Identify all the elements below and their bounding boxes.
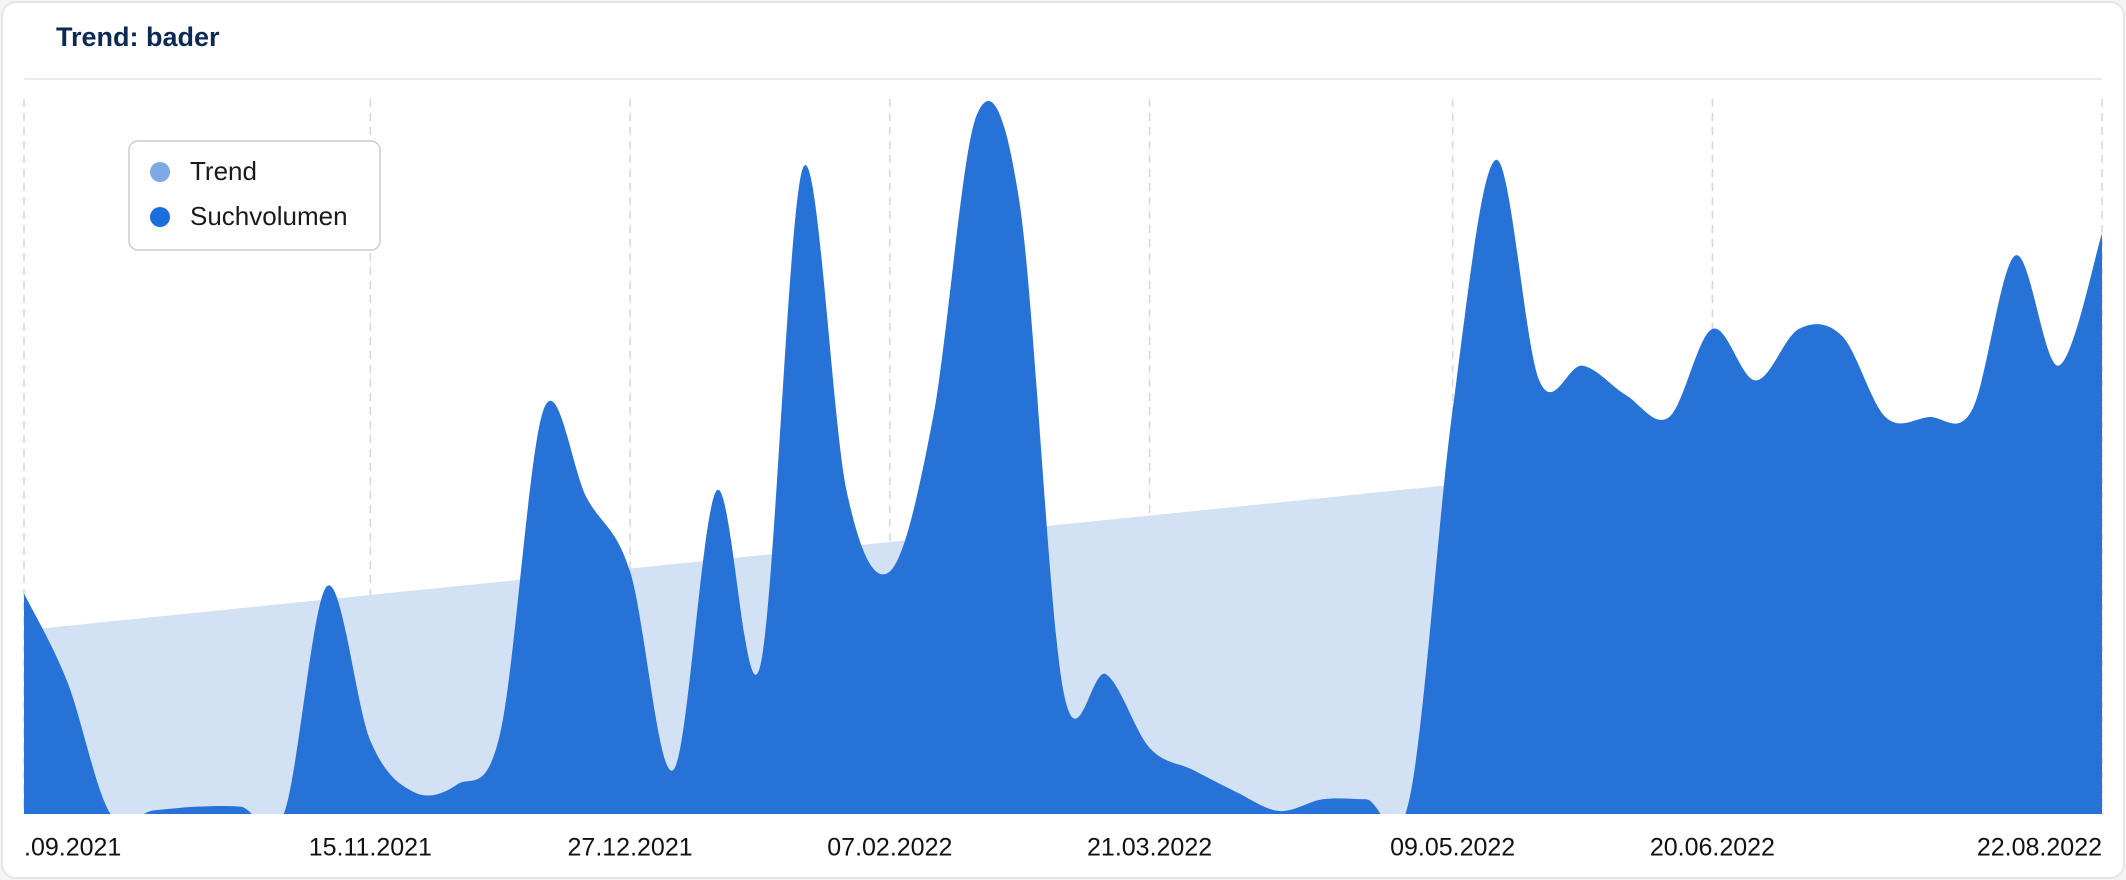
x-tick-label: 07.02.2022 [827,834,952,862]
legend: Trend Suchvolumen [128,140,381,251]
legend-label: Suchvolumen [190,201,348,231]
x-tick-label: 22.08.2022 [1977,834,2102,862]
x-tick-label: 20.06.2022 [1650,834,1775,862]
x-tick-label: 27.12.2021 [568,834,693,862]
x-tick-label: 21.03.2022 [1087,834,1212,862]
x-axis: .09.2021 15.11.2021 27.12.2021 07.02.2022 21… [24,834,2102,862]
area-series [24,101,2102,814]
legend-label: Trend [190,156,257,186]
x-tick-label: .09.2021 [24,834,121,862]
x-tick-label: 15.11.2021 [309,834,432,862]
x-tick-label: 09.05.2022 [1390,834,1515,862]
legend-marker [150,207,170,227]
legend-marker [150,162,170,182]
chart-title: Trend: bader [56,22,220,52]
plot [24,101,2102,814]
legend-box [128,140,381,251]
